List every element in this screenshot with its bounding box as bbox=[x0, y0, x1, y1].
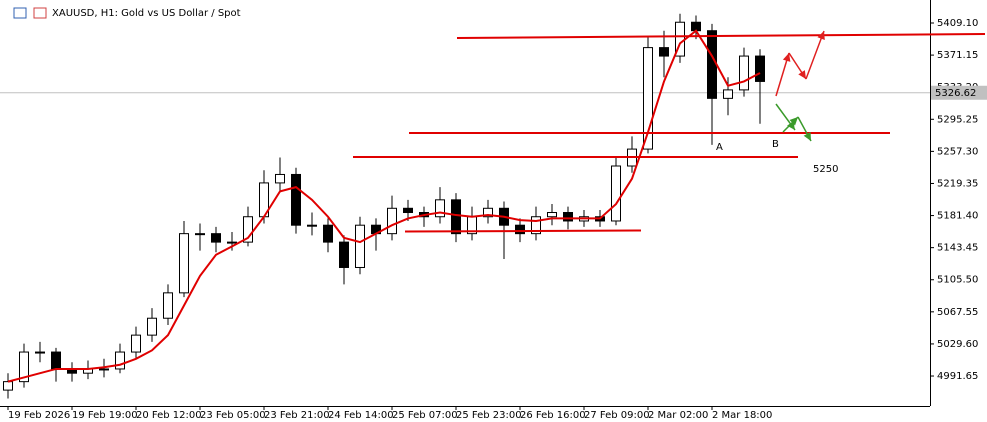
annotation: 5250 bbox=[813, 164, 838, 175]
candle-body bbox=[659, 47, 669, 57]
candle-body bbox=[435, 199, 445, 218]
candle-body bbox=[227, 241, 237, 244]
candle-body bbox=[35, 351, 45, 354]
candle-body bbox=[211, 233, 221, 243]
candle-body bbox=[739, 55, 749, 91]
candle-body bbox=[163, 292, 173, 319]
red-arrow-head bbox=[782, 53, 791, 62]
price-label: 5326.62 bbox=[935, 88, 976, 99]
candle-body bbox=[291, 173, 301, 226]
x-tick-label: 23 Feb 05:00 bbox=[200, 410, 266, 421]
candle-body bbox=[3, 381, 13, 391]
moving-average bbox=[7, 29, 761, 383]
x-tick-label: 20 Feb 12:00 bbox=[136, 410, 202, 421]
candle-body bbox=[179, 233, 189, 294]
candle-body bbox=[323, 224, 333, 243]
red-arrow-head bbox=[798, 70, 806, 79]
green-arrow-head bbox=[803, 132, 811, 141]
level-line bbox=[456, 32, 986, 39]
candle-body bbox=[195, 233, 205, 236]
x-tick-label: 2 Mar 18:00 bbox=[712, 410, 772, 421]
candle-body bbox=[147, 317, 157, 336]
candle-body bbox=[115, 351, 125, 370]
candle-body bbox=[707, 30, 717, 99]
candle-body bbox=[547, 212, 557, 218]
x-tick-label: 19 Feb 2026 bbox=[8, 410, 70, 421]
candle-body bbox=[755, 55, 765, 82]
y-tick-label: 5105.50 bbox=[937, 275, 978, 286]
annotation: A bbox=[716, 142, 723, 153]
candle-body bbox=[275, 173, 285, 184]
candle-body bbox=[307, 224, 317, 227]
x-tick-label: 27 Feb 09:00 bbox=[584, 410, 650, 421]
candle-body bbox=[243, 216, 253, 243]
red-arrow bbox=[805, 30, 825, 80]
candle-body bbox=[723, 89, 733, 99]
candle-body bbox=[51, 351, 61, 370]
candle-body bbox=[355, 224, 365, 268]
candle-body bbox=[483, 207, 493, 218]
icon bbox=[13, 7, 27, 19]
y-tick-label: 5029.60 bbox=[937, 339, 978, 350]
y-tick-label: 5295.25 bbox=[937, 114, 978, 125]
y-tick-label: 4991.65 bbox=[937, 371, 978, 382]
level-line bbox=[404, 229, 642, 233]
candle-body bbox=[563, 212, 573, 222]
red-arrow-head bbox=[817, 31, 825, 40]
x-tick-label: 19 Feb 19:00 bbox=[72, 410, 138, 421]
x-tick-label: 25 Feb 07:00 bbox=[392, 410, 458, 421]
green-arrow-head bbox=[789, 117, 798, 126]
x-tick-label: 24 Feb 14:00 bbox=[328, 410, 394, 421]
candle-body bbox=[99, 368, 109, 371]
candle-body bbox=[451, 199, 461, 235]
y-tick-label: 5257.30 bbox=[937, 146, 978, 157]
y-tick-label: 5143.45 bbox=[937, 243, 978, 254]
chart-title: XAUUSD, H1: Gold vs US Dollar / Spot bbox=[52, 8, 241, 19]
candle-body bbox=[531, 216, 541, 235]
x-tick-label: 25 Feb 23:00 bbox=[456, 410, 522, 421]
candle-body bbox=[403, 207, 413, 214]
y-tick-label: 5181.40 bbox=[937, 211, 978, 222]
y-tick-label: 5067.55 bbox=[937, 307, 978, 318]
candle-body bbox=[19, 351, 29, 383]
y-tick-label: 5219.35 bbox=[937, 178, 978, 189]
symbol-icons bbox=[13, 7, 47, 19]
x-tick-label: 26 Feb 16:00 bbox=[520, 410, 586, 421]
price-label-box bbox=[931, 85, 987, 100]
y-tick-label: 5371.15 bbox=[937, 50, 978, 61]
candle-body bbox=[339, 241, 349, 268]
annotation: B bbox=[772, 139, 779, 150]
y-tick-label: 5409.10 bbox=[937, 18, 978, 29]
candle-body bbox=[611, 165, 621, 222]
candle-body bbox=[643, 47, 653, 150]
candle-body bbox=[387, 207, 397, 235]
x-tick-label: 2 Mar 02:00 bbox=[648, 410, 708, 421]
candle-body bbox=[515, 224, 525, 235]
candle-body bbox=[131, 334, 141, 353]
x-tick-label: 23 Feb 21:00 bbox=[264, 410, 330, 421]
icon bbox=[33, 7, 47, 19]
